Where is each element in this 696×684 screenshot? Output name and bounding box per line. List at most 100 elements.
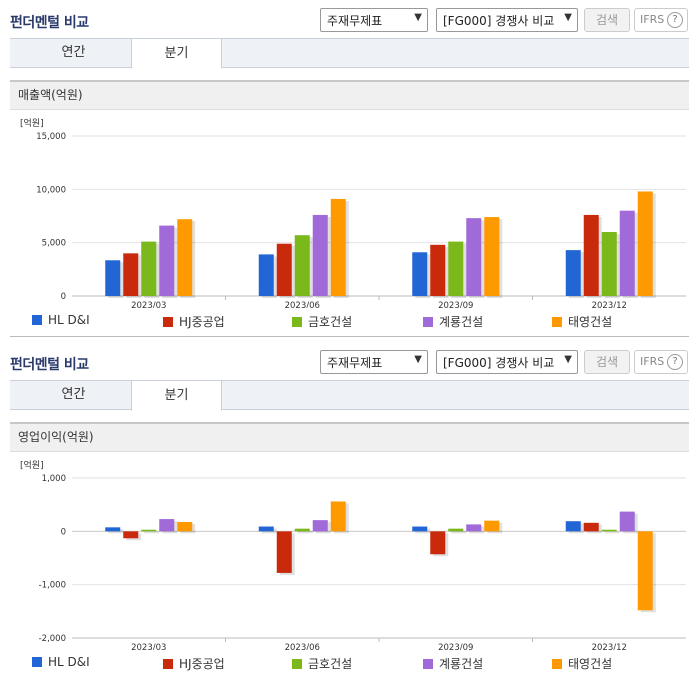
statement-select[interactable]: 주재무제표 ▼ — [320, 350, 428, 374]
legend-item[interactable]: HL D&I — [32, 313, 90, 327]
legend-item[interactable]: HL D&I — [32, 655, 90, 669]
bar — [484, 217, 500, 296]
tab-annual[interactable]: 연간 — [61, 387, 86, 402]
bar — [466, 218, 482, 296]
help-icon: ? — [667, 354, 683, 370]
peer-group-select-value: [FG000] 경쟁사 비교 — [443, 356, 555, 370]
bar — [601, 529, 617, 532]
ifrs-label: IFRS — [640, 13, 665, 26]
bar — [258, 526, 274, 532]
chevron-down-icon: ▼ — [564, 12, 572, 23]
x-tick-label: 2023/03 — [131, 301, 166, 308]
legend-label: 태영건설 — [568, 315, 613, 329]
bar — [105, 527, 121, 532]
bar — [601, 232, 617, 296]
help-icon: ? — [667, 12, 683, 28]
legend-item[interactable]: 계룡건설 — [423, 313, 483, 330]
bar — [412, 526, 428, 532]
tab-annual[interactable]: 연간 — [61, 45, 86, 60]
legend-label: HJ중공업 — [179, 315, 225, 329]
search-button[interactable]: 검색 — [584, 350, 630, 374]
legend-swatch — [292, 317, 302, 327]
peer-group-select[interactable]: [FG000] 경쟁사 비교 ▼ — [436, 350, 578, 374]
legend-item[interactable]: HJ중공업 — [163, 655, 225, 672]
revenue-chart: [억원] 0 5,000 10,000 15,000 2023/03 2023/06 2023… — [10, 112, 689, 308]
bar — [565, 250, 581, 296]
bar — [330, 501, 346, 532]
bar — [177, 522, 193, 532]
bar — [583, 522, 599, 532]
ifrs-help-button[interactable]: IFRS ? — [634, 350, 688, 374]
y-tick-label: -2,000 — [39, 634, 66, 644]
period-tabs: 연간 분기 — [10, 38, 689, 69]
tab-quarterly[interactable]: 분기 — [131, 380, 222, 411]
legend-item[interactable]: 태영건설 — [552, 655, 612, 672]
ifrs-help-button[interactable]: IFRS ? — [634, 8, 688, 32]
legend-label: HJ중공업 — [179, 657, 225, 671]
bar — [565, 521, 581, 532]
legend-item[interactable]: 태영건설 — [552, 313, 612, 330]
bar — [105, 260, 121, 296]
bar-shadow — [451, 530, 467, 534]
bar — [141, 241, 157, 296]
bar — [637, 191, 653, 296]
revenue-chart-svg: [억원] 0 5,000 10,000 15,000 2023/03 2023/06 2023… — [20, 117, 686, 308]
legend-label: HL D&I — [48, 313, 90, 327]
legend-item[interactable]: 계룡건설 — [423, 655, 483, 672]
divider — [10, 336, 689, 337]
bar — [583, 214, 599, 296]
bar — [159, 225, 175, 296]
tab-quarterly[interactable]: 분기 — [131, 38, 222, 69]
legend-item[interactable]: HJ중공업 — [163, 313, 225, 330]
x-tick-label: 2023/12 — [592, 643, 627, 650]
bar — [294, 528, 310, 532]
y-tick-label: 10,000 — [36, 185, 66, 195]
bar — [430, 531, 446, 555]
panel-title: 펀더멘털 비교 — [10, 15, 89, 31]
legend-swatch — [423, 659, 433, 669]
x-tick-label: 2023/06 — [285, 301, 320, 308]
statement-select[interactable]: 주재무제표 ▼ — [320, 8, 428, 32]
panel-revenue: 펀더멘털 비교 주재무제표 ▼ [FG000] 경쟁사 비교 ▼ 검색 IFRS… — [0, 0, 696, 340]
chevron-down-icon: ▼ — [564, 354, 572, 365]
legend-item[interactable]: 금호건설 — [292, 655, 352, 672]
bar — [276, 243, 292, 296]
bar — [123, 531, 139, 539]
bar-shadow — [297, 530, 313, 534]
operating-income-chart-svg: [억원] -2,000 -1,000 0 1,000 2023/03 2023/06 2023… — [20, 459, 686, 650]
chevron-down-icon: ▼ — [414, 354, 422, 365]
chevron-down-icon: ▼ — [414, 12, 422, 23]
legend-swatch — [32, 315, 42, 325]
bar-shadow — [144, 531, 160, 534]
legend-swatch — [163, 659, 173, 669]
y-tick-label: 0 — [61, 292, 66, 302]
search-button[interactable]: 검색 — [584, 8, 630, 32]
y-tick-label: 15,000 — [36, 132, 66, 142]
bar — [276, 531, 292, 573]
period-tabs: 연간 분기 — [10, 380, 689, 411]
bar — [619, 511, 635, 532]
section-title: 매출액(억원) — [10, 80, 689, 110]
bar — [294, 235, 310, 296]
bar — [484, 520, 500, 532]
bar — [159, 519, 175, 532]
bar — [312, 214, 328, 296]
bar — [466, 524, 482, 532]
legend-label: HL D&I — [48, 655, 90, 669]
peer-group-select-value: [FG000] 경쟁사 비교 — [443, 14, 555, 28]
x-tick-label: 2023/12 — [592, 301, 627, 308]
panel-header: 펀더멘털 비교 주재무제표 ▼ [FG000] 경쟁사 비교 ▼ 검색 IFRS… — [0, 342, 696, 380]
statement-select-value: 주재무제표 — [327, 356, 383, 370]
x-tick-label: 2023/09 — [438, 301, 473, 308]
bar — [258, 254, 274, 296]
operating-income-chart: [억원] -2,000 -1,000 0 1,000 2023/03 2023/06 2023… — [10, 454, 689, 650]
legend-label: 계룡건설 — [439, 657, 484, 671]
statement-select-value: 주재무제표 — [327, 14, 383, 28]
x-tick-label: 2023/03 — [131, 643, 166, 650]
x-tick-label: 2023/06 — [285, 643, 320, 650]
peer-group-select[interactable]: [FG000] 경쟁사 비교 ▼ — [436, 8, 578, 32]
legend-item[interactable]: 금호건설 — [292, 313, 352, 330]
y-tick-label: -1,000 — [39, 581, 66, 591]
section-title: 영업이익(억원) — [10, 422, 689, 452]
legend-swatch — [32, 657, 42, 667]
